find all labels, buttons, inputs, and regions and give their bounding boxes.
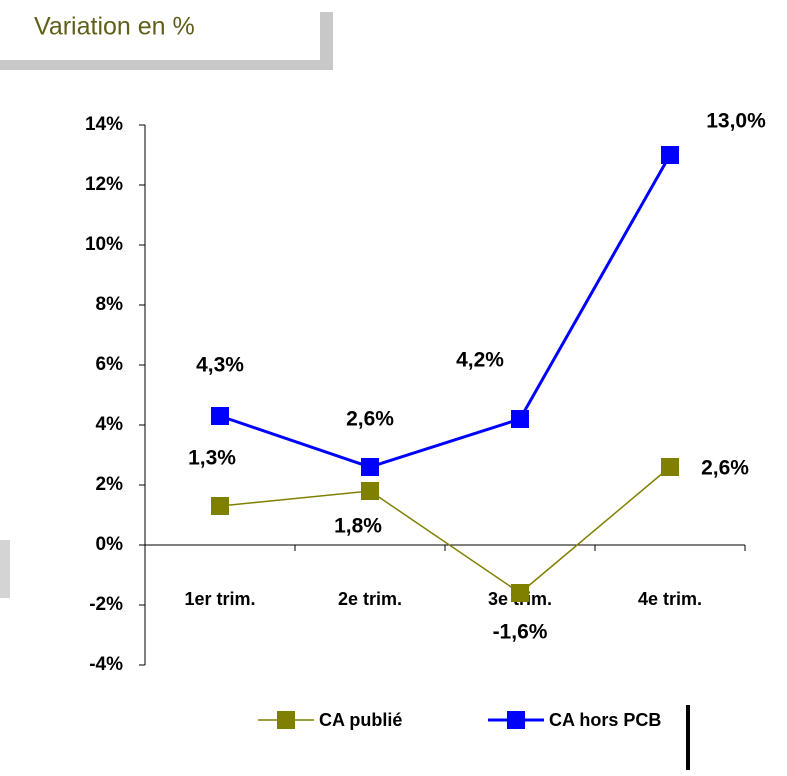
value-label: 4,3% bbox=[196, 354, 244, 377]
legend-label: CA hors PCB bbox=[549, 710, 661, 730]
point-marker bbox=[511, 584, 529, 602]
decoration bbox=[686, 705, 690, 770]
series-line bbox=[219, 466, 671, 594]
value-label: 13,0% bbox=[706, 110, 766, 133]
y-tick-label: 0% bbox=[96, 534, 124, 555]
value-label: 2,6% bbox=[701, 457, 749, 480]
decoration bbox=[0, 540, 10, 598]
point-marker bbox=[661, 146, 679, 164]
value-label: -1,6% bbox=[493, 621, 548, 644]
point-marker bbox=[661, 458, 679, 476]
point-marker bbox=[361, 458, 379, 476]
y-tick-label: 14% bbox=[85, 114, 123, 135]
y-tick-label: 4% bbox=[96, 414, 124, 435]
y-tick-label: -4% bbox=[89, 654, 123, 675]
value-label: 1,8% bbox=[334, 515, 382, 538]
chart-title: Variation en % bbox=[34, 13, 195, 41]
value-label: 4,2% bbox=[456, 349, 504, 372]
title-frame bbox=[320, 12, 333, 70]
x-tick-label: 4e trim. bbox=[638, 589, 702, 609]
legend-label: CA publié bbox=[319, 710, 402, 730]
y-tick-label: 10% bbox=[85, 234, 123, 255]
legend-marker bbox=[507, 711, 525, 729]
y-tick-label: 2% bbox=[96, 474, 124, 495]
y-tick-label: 8% bbox=[96, 294, 124, 315]
x-tick-label: 1er trim. bbox=[184, 589, 255, 609]
y-tick-label: 6% bbox=[96, 354, 124, 375]
series-line bbox=[219, 154, 672, 469]
point-marker bbox=[211, 407, 229, 425]
value-label: 2,6% bbox=[346, 408, 394, 431]
y-tick-label: -2% bbox=[89, 594, 123, 615]
point-marker bbox=[361, 482, 379, 500]
title-frame bbox=[0, 60, 333, 70]
point-marker bbox=[511, 410, 529, 428]
legend-marker bbox=[277, 711, 295, 729]
point-marker bbox=[211, 497, 229, 515]
value-label: 1,3% bbox=[188, 447, 236, 470]
x-tick-label: 2e trim. bbox=[338, 589, 402, 609]
y-tick-label: 12% bbox=[85, 174, 123, 195]
